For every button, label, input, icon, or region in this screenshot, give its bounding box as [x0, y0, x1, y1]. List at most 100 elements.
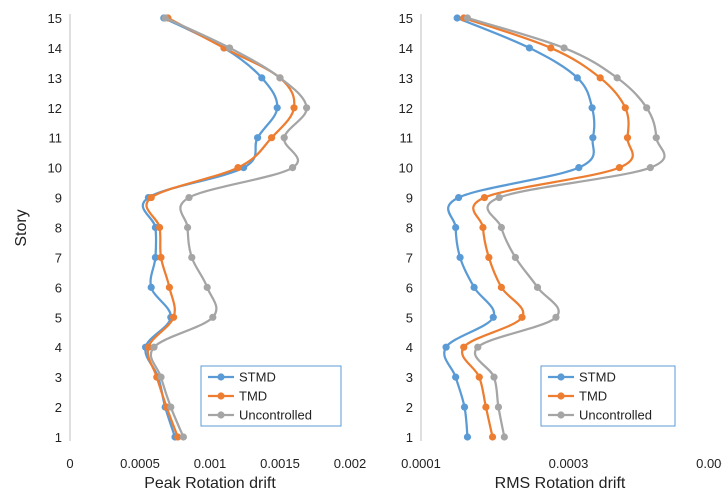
rms-series-line-tmd [461, 16, 634, 438]
rms-legend-label-uncontrolled: Uncontrolled [579, 408, 652, 423]
peak-point-uncontrolled [179, 433, 187, 441]
rms-y-tick-label: 5 [406, 310, 413, 325]
peak-point-uncontrolled [184, 223, 192, 232]
peak-point-uncontrolled [289, 164, 297, 172]
rms-point-tmd [460, 343, 468, 351]
peak-point-stmd [151, 253, 159, 262]
rms-point-stmd [460, 403, 469, 411]
rms-series-line-stmd [443, 16, 596, 438]
rms-point-tmd [547, 44, 555, 52]
rms-point-uncontrolled [463, 14, 472, 22]
rms-point-uncontrolled [497, 223, 505, 232]
rms-point-stmd [525, 44, 534, 52]
rms-y-tick-label: 8 [406, 221, 413, 236]
peak-x-tick-label: 0.001 [194, 456, 227, 471]
rms-x-tick-label: 0.0005 [696, 456, 722, 471]
rms-point-uncontrolled [643, 104, 651, 112]
peak-y-tick-label: 4 [55, 340, 62, 355]
rms-y-tick-label: 4 [406, 340, 413, 355]
peak-point-tmd [268, 134, 276, 142]
peak-point-tmd [157, 253, 165, 262]
peak-point-uncontrolled [157, 373, 165, 381]
rms-legend-marker-uncontrolled [557, 411, 565, 419]
peak-point-stmd [254, 134, 262, 142]
peak-y-tick-label: 2 [55, 400, 62, 415]
peak-legend-label-tmd: TMD [239, 389, 267, 404]
rms-point-tmd [480, 193, 489, 202]
peak-y-tick-label: 9 [55, 191, 62, 206]
rms-point-stmd [442, 343, 450, 351]
rms-y-tick-label: 3 [406, 370, 413, 385]
rms-point-stmd [463, 433, 472, 441]
rms-x-tick-label: 0.0001 [401, 456, 441, 471]
peak-point-uncontrolled [209, 313, 217, 321]
rms-point-uncontrolled [613, 74, 621, 82]
rms-point-tmd [485, 253, 493, 262]
peak-point-tmd [234, 164, 242, 172]
rms-y-tick-label: 9 [406, 191, 413, 206]
rms-y-tick-label: 10 [399, 161, 413, 176]
peak-legend-label-uncontrolled: Uncontrolled [239, 408, 312, 423]
rms-point-tmd [518, 313, 526, 321]
rms-point-stmd [470, 283, 478, 291]
peak-legend-label-stmd: STMD [239, 370, 276, 385]
rms-y-tick-label: 7 [406, 250, 413, 265]
rms-point-stmd [452, 373, 460, 381]
peak-point-tmd [170, 313, 178, 321]
rms-point-uncontrolled [495, 193, 503, 202]
rms-x-tick-label: 0.0003 [549, 456, 589, 471]
peak-point-tmd [156, 223, 164, 232]
peak-point-tmd [290, 104, 298, 112]
rms-point-tmd [482, 403, 490, 411]
rms-point-uncontrolled [494, 403, 503, 411]
rms-point-stmd [589, 134, 597, 142]
rms-legend-marker-tmd [557, 392, 565, 400]
peak-point-tmd [144, 343, 152, 351]
peak-point-uncontrolled [185, 193, 193, 202]
peak-legend-marker-tmd [217, 392, 225, 400]
peak-y-tick-label: 13 [48, 71, 62, 86]
peak-point-uncontrolled [167, 403, 175, 411]
peak-point-tmd [147, 193, 155, 202]
peak-x-tick-label: 0 [66, 456, 73, 471]
peak-point-uncontrolled [188, 253, 196, 262]
rms-point-uncontrolled [560, 44, 568, 52]
rms-point-uncontrolled [511, 253, 519, 262]
rms-point-uncontrolled [646, 164, 654, 172]
peak-point-tmd [165, 283, 173, 291]
x-axis-title-right: RMS Rotation drift [495, 475, 626, 492]
rms-y-tick-label: 6 [406, 280, 413, 295]
rms-y-tick-label: 1 [406, 430, 413, 445]
peak-y-tick-label: 1 [55, 430, 62, 445]
peak-point-uncontrolled [203, 283, 211, 291]
rms-legend-label-stmd: STMD [579, 370, 616, 385]
peak-y-tick-label: 8 [55, 221, 62, 236]
rms-point-stmd [456, 253, 464, 262]
plot-area-rms: 1234567891011121314150.00010.00030.0005S… [399, 11, 722, 471]
rms-point-stmd [452, 223, 460, 232]
peak-y-tick-label: 10 [48, 161, 62, 176]
rms-point-tmd [479, 223, 487, 232]
peak-y-tick-label: 5 [55, 310, 62, 325]
rms-point-tmd [621, 104, 629, 112]
peak-point-uncontrolled [161, 14, 169, 22]
peak-legend-marker-stmd [217, 373, 225, 381]
peak-point-uncontrolled [303, 104, 311, 112]
rms-y-tick-label: 2 [406, 400, 413, 415]
rms-legend-label-tmd: TMD [579, 389, 607, 404]
rms-point-tmd [596, 74, 604, 82]
peak-point-tmd [174, 433, 182, 441]
rms-point-uncontrolled [652, 134, 660, 142]
rms-point-stmd [455, 193, 463, 202]
rms-y-tick-label: 15 [399, 11, 413, 26]
peak-x-tick-label: 0.0005 [120, 456, 160, 471]
rms-point-tmd [615, 164, 623, 172]
rms-point-uncontrolled [552, 313, 560, 321]
peak-y-tick-label: 12 [48, 101, 62, 116]
peak-y-tick-label: 6 [55, 280, 62, 295]
rms-y-tick-label: 11 [400, 131, 414, 146]
rms-point-stmd [575, 164, 583, 172]
rms-point-tmd [488, 433, 497, 441]
peak-y-tick-label: 14 [48, 41, 62, 56]
